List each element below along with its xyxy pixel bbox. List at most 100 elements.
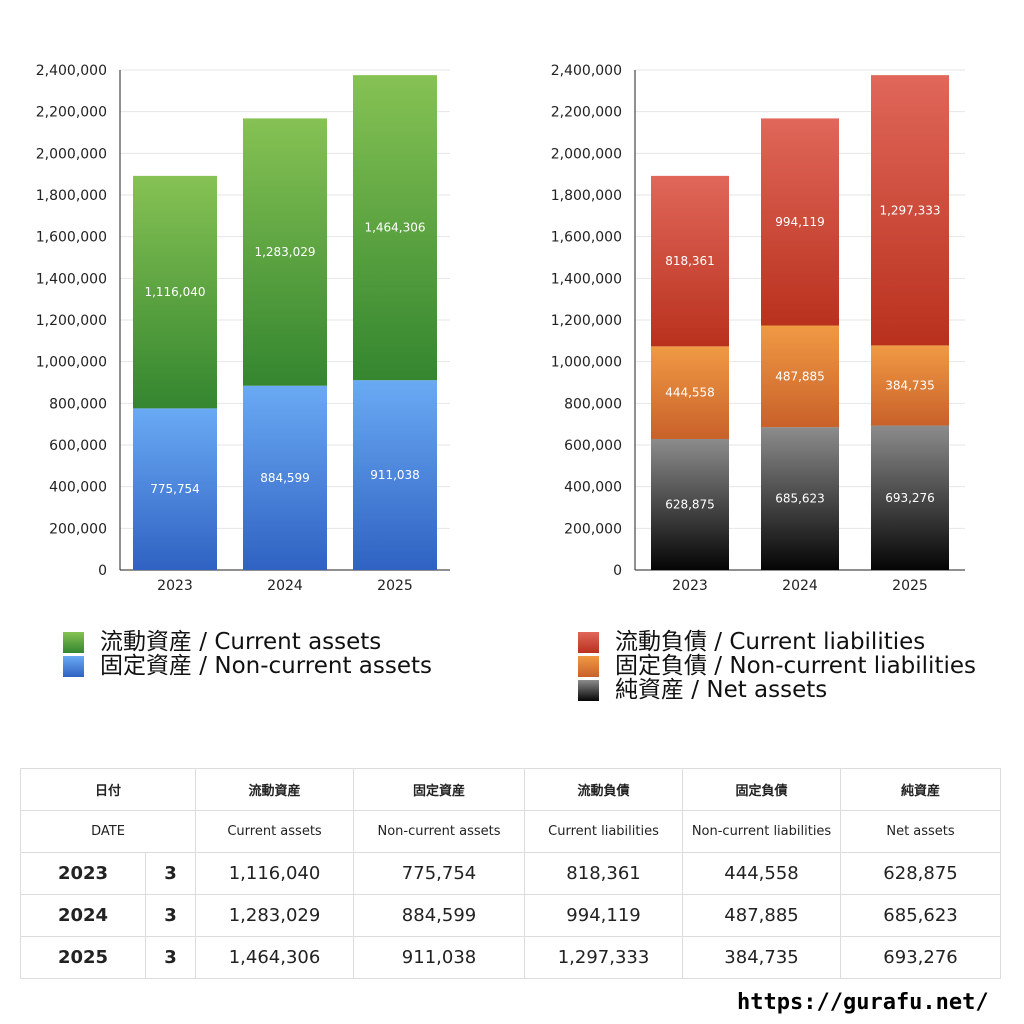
- y-tick-label: 1,600,000: [36, 230, 107, 246]
- y-tick-label: 1,400,000: [551, 271, 622, 287]
- assets-legend: 流動資産 / Current assets 固定資産 / Non-current…: [63, 630, 432, 678]
- data-label: 384,735: [885, 378, 935, 392]
- legend-label-current-assets: 流動資産 / Current assets: [100, 629, 382, 655]
- legend-swatch-current-liabilities: [578, 631, 599, 653]
- bar-current-liabilities-2024: [761, 118, 839, 326]
- y-tick-label: 600,000: [49, 438, 107, 454]
- header-noncurrent-liabilities-jp: 固定負債: [682, 768, 842, 811]
- y-tick-label: 2,000,000: [551, 146, 622, 162]
- legend-item-noncurrent-assets: 固定資産 / Non-current assets: [63, 654, 432, 678]
- legend-swatch-net-assets: [578, 679, 599, 701]
- data-label: 1,283,029: [254, 245, 315, 259]
- y-tick-label: 1,400,000: [36, 271, 107, 287]
- cell-noncurrent-assets: 884,599: [353, 894, 526, 937]
- data-label: 693,276: [885, 491, 935, 505]
- y-tick-label: 400,000: [564, 480, 622, 496]
- bar-non-current-liabilities-2024: [761, 325, 839, 428]
- bar-non-current-liabilities-2023: [651, 346, 729, 439]
- y-tick-label: 800,000: [564, 396, 622, 412]
- x-tick-label: 2025: [892, 578, 928, 594]
- cell-current-assets: 1,283,029: [195, 894, 355, 937]
- table-row: 2025 3 1,464,306 911,038 1,297,333 384,7…: [20, 936, 1002, 979]
- data-label: 1,297,333: [879, 203, 940, 217]
- y-tick-label: 200,000: [564, 521, 622, 537]
- cell-year: 2024: [20, 894, 146, 937]
- data-label: 1,464,306: [364, 221, 425, 235]
- data-label: 628,875: [665, 497, 715, 511]
- y-tick-label: 2,200,000: [36, 105, 107, 121]
- bar-current-assets-2024: [243, 118, 327, 386]
- cell-noncurrent-liabilities: 384,735: [682, 936, 842, 979]
- bar-current-assets-2023: [133, 175, 217, 409]
- header-current-assets-jp: 流動資産: [195, 768, 355, 811]
- data-label: 685,623: [775, 492, 825, 506]
- data-label: 444,558: [665, 386, 715, 400]
- cell-net-assets: 693,276: [840, 936, 1002, 979]
- legend-label-current-liabilities: 流動負債 / Current liabilities: [615, 629, 926, 655]
- bar-current-liabilities-2025: [871, 75, 949, 346]
- x-tick-label: 2024: [782, 578, 818, 594]
- bar-net-assets-2023: [651, 438, 729, 570]
- y-tick-label: 1,000,000: [551, 355, 622, 371]
- y-tick-label: 2,400,000: [36, 63, 107, 79]
- legend-swatch-current-assets: [63, 631, 84, 653]
- y-tick-label: 1,800,000: [551, 188, 622, 204]
- cell-net-assets: 685,623: [840, 894, 1002, 937]
- bar-current-assets-2025: [353, 75, 437, 381]
- cell-noncurrent-assets: 775,754: [353, 852, 526, 895]
- header-noncurrent-assets-en: Non-current assets: [353, 810, 526, 853]
- y-tick-label: 1,800,000: [36, 188, 107, 204]
- table-header-jp: 日付 流動資産 固定資産 流動負債 固定負債 純資産: [19, 768, 1002, 811]
- cell-month: 3: [144, 894, 197, 937]
- legend-item-noncurrent-liabilities: 固定負債 / Non-current liabilities: [578, 654, 976, 678]
- x-tick-label: 2025: [377, 578, 413, 594]
- bar-net-assets-2024: [761, 427, 839, 570]
- cell-noncurrent-liabilities: 487,885: [682, 894, 842, 937]
- y-tick-label: 2,000,000: [36, 146, 107, 162]
- bar-non-current-assets-2025: [353, 380, 437, 570]
- y-tick-label: 1,000,000: [36, 355, 107, 371]
- x-tick-label: 2023: [157, 578, 193, 594]
- table-header-en: DATE Current assets Non-current assets C…: [19, 810, 1002, 853]
- header-noncurrent-assets-jp: 固定資産: [353, 768, 526, 811]
- liabilities-legend: 流動負債 / Current liabilities 固定負債 / Non-cu…: [578, 630, 976, 702]
- cell-month: 3: [144, 852, 197, 895]
- y-tick-label: 200,000: [49, 521, 107, 537]
- cell-current-assets: 1,464,306: [195, 936, 355, 979]
- cell-current-liabilities: 818,361: [524, 852, 684, 895]
- cell-year: 2023: [20, 852, 146, 895]
- cell-current-assets: 1,116,040: [195, 852, 355, 895]
- bar-net-assets-2025: [871, 425, 949, 570]
- financial-table: 日付 流動資産 固定資産 流動負債 固定負債 純資産 DATE Current …: [19, 768, 1002, 979]
- header-current-assets-en: Current assets: [195, 810, 355, 853]
- cell-noncurrent-liabilities: 444,558: [682, 852, 842, 895]
- site-url[interactable]: https://gurafu.net/: [737, 990, 989, 1015]
- legend-item-net-assets: 純資産 / Net assets: [578, 678, 976, 702]
- table-row: 2023 3 1,116,040 775,754 818,361 444,558…: [20, 852, 1002, 895]
- y-tick-label: 0: [613, 563, 622, 579]
- table-row: 2024 3 1,283,029 884,599 994,119 487,885…: [20, 894, 1002, 937]
- bar-current-liabilities-2023: [651, 175, 729, 347]
- header-date-jp: 日付: [19, 768, 197, 811]
- cell-current-liabilities: 994,119: [524, 894, 684, 937]
- y-tick-label: 1,600,000: [551, 230, 622, 246]
- x-tick-label: 2024: [267, 578, 303, 594]
- bar-non-current-assets-2024: [243, 385, 327, 570]
- liabilities-chart: 0 200,000 400,000 600,000 800,000 1,000,000 1,…: [551, 63, 965, 594]
- cell-year: 2025: [20, 936, 146, 979]
- x-tick-label: 2023: [672, 578, 708, 594]
- cell-net-assets: 628,875: [840, 852, 1002, 895]
- y-tick-label: 1,200,000: [551, 313, 622, 329]
- data-label: 818,361: [665, 254, 715, 268]
- header-net-assets-jp: 純資産: [840, 768, 1002, 811]
- y-tick-label: 1,200,000: [36, 313, 107, 329]
- data-label: 994,119: [775, 215, 825, 229]
- bar-non-current-liabilities-2025: [871, 345, 949, 426]
- y-tick-label: 0: [98, 563, 107, 579]
- y-tick-label: 2,200,000: [551, 105, 622, 121]
- legend-swatch-noncurrent-assets: [63, 655, 84, 677]
- data-label: 911,038: [370, 468, 420, 482]
- data-label: 775,754: [150, 482, 200, 496]
- data-label: 884,599: [260, 471, 310, 485]
- legend-item-current-liabilities: 流動負債 / Current liabilities: [578, 630, 976, 654]
